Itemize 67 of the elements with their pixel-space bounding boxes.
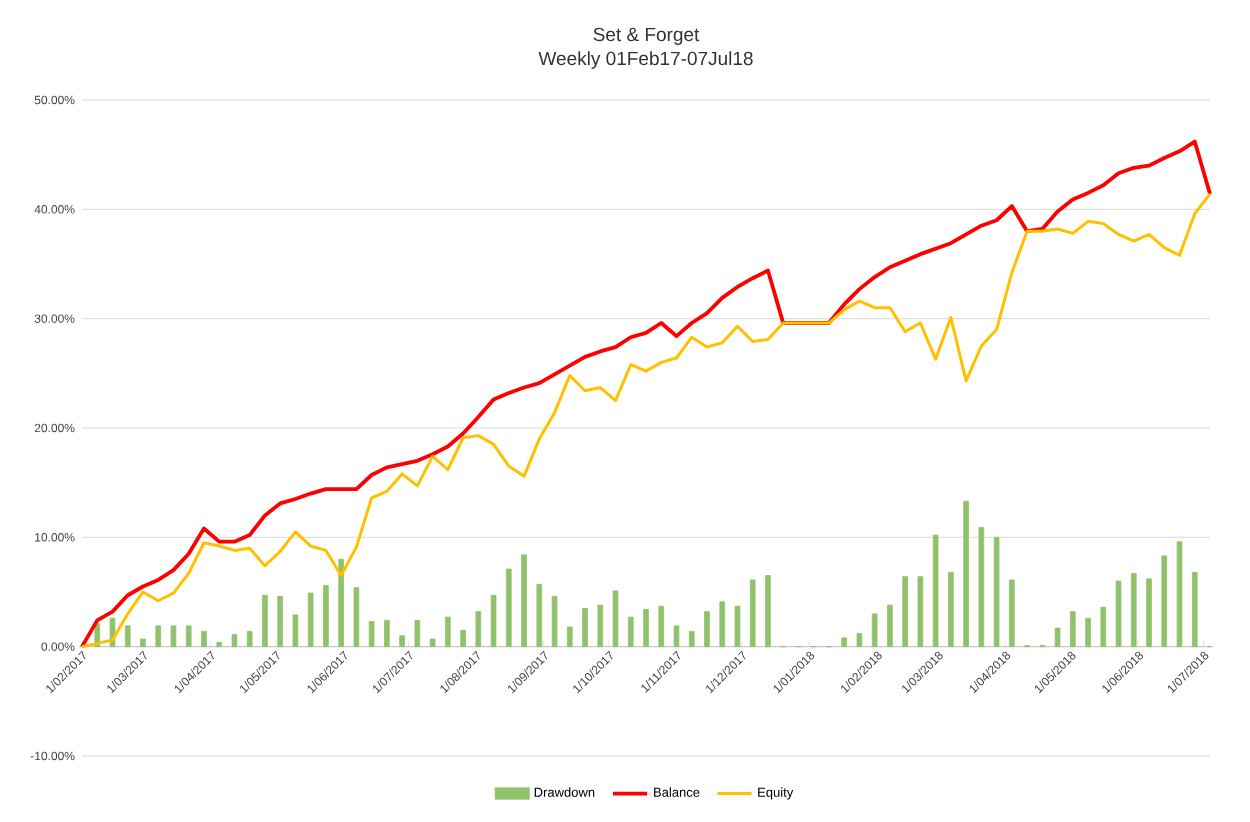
bar [231,634,238,648]
bar [704,611,710,648]
bar [338,558,344,648]
bar [673,625,680,648]
bar [536,583,543,648]
bar [170,625,177,648]
bar [551,595,558,648]
bar [475,611,482,648]
bar [384,619,390,648]
bar [582,607,588,648]
bar [368,621,375,648]
bar [734,605,741,648]
bar [124,625,131,648]
bar [719,601,726,648]
bar [749,579,756,648]
bar [1191,571,1198,648]
bar [1161,555,1168,648]
bar [932,534,939,648]
bar [140,638,146,648]
bar [993,536,1000,648]
chart-title: Set & Forget [593,27,700,45]
bar [445,616,451,648]
bar [246,630,253,648]
bar [307,592,314,648]
bar [597,604,604,648]
bar [841,637,847,648]
bar [323,585,329,648]
bar [902,576,908,648]
bar [1130,572,1137,648]
bar [1009,579,1015,648]
bar [1085,617,1091,648]
bar [521,554,527,648]
bar [887,604,893,648]
bar [155,625,162,648]
bar [399,635,405,648]
bar [292,614,299,648]
bar [978,527,985,648]
bar [765,575,771,648]
bar [1146,578,1152,648]
bar [917,576,924,648]
bar [612,590,619,648]
bar [1176,541,1183,648]
bar [963,500,969,648]
chart-subtitle: Weekly 01Feb17-07Jul18 [538,51,753,69]
bar [856,633,863,648]
bar [277,595,283,648]
bar [688,630,695,648]
bar [566,626,573,648]
bar [1070,611,1076,648]
bar [262,594,268,648]
bar [185,625,192,648]
bar [353,587,360,648]
bar [460,629,466,648]
bar [1100,606,1107,648]
bar [201,630,207,648]
bar [1115,580,1122,648]
bar [429,638,436,648]
bar [627,616,634,648]
bar [948,571,954,648]
bar [490,594,497,648]
bar [658,605,665,648]
bar [216,641,222,648]
bar [1054,627,1061,648]
bar [506,568,512,648]
bar [643,609,649,648]
bar [871,613,878,648]
bar [414,619,421,648]
